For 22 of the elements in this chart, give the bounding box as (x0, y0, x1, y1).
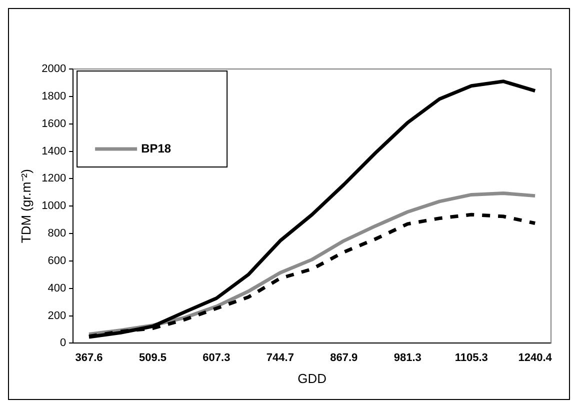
y-tick-label: 1200 (42, 172, 66, 185)
x-tick-label: 509.5 (138, 352, 166, 364)
y-tick-label: 1400 (42, 145, 66, 158)
x-tick-label: 981.3 (394, 352, 422, 364)
y-axis-title: TDM (gr.m⁻²) (18, 169, 34, 244)
legend-label: BP18 (141, 141, 172, 156)
y-tick-label: 1800 (42, 90, 66, 102)
x-tick-label: 607.3 (202, 352, 230, 364)
x-tick-label: 1105.3 (454, 352, 488, 364)
x-tick-label: 744.7 (266, 352, 294, 364)
y-tick-label: 1600 (42, 118, 66, 130)
y-tick-label: 0 (60, 337, 66, 350)
x-tick-label: 1240.4 (518, 352, 553, 364)
y-tick-label: 600 (48, 254, 66, 267)
y-tick-label: 800 (48, 228, 66, 240)
y-tick-label: 2000 (42, 63, 66, 76)
x-tick-label: 367.6 (75, 352, 103, 364)
x-tick-label: 867.9 (330, 352, 358, 364)
x-axis-title: GDD (298, 370, 326, 386)
y-tick-label: 200 (48, 310, 66, 322)
y-tick-label: 400 (48, 282, 66, 294)
y-tick-label: 1000 (42, 200, 66, 212)
